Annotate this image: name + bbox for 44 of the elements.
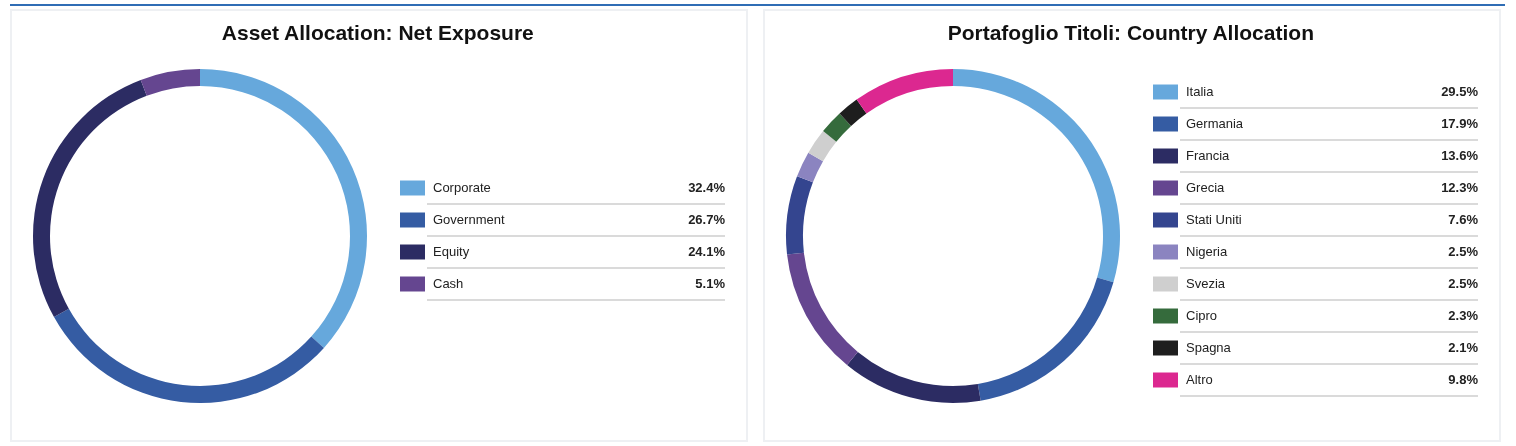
donut-slice [953,69,1120,283]
data-label: 2.3% [1448,308,1479,323]
data-label: 7.6% [1448,212,1479,227]
donut-slice [977,277,1114,401]
legend-label: Stati Uniti [1186,212,1242,227]
donut-slice [787,252,858,366]
donut-slice [54,308,324,403]
legend-label: Cipro [1186,308,1218,323]
legend-label: Italia [1186,84,1215,99]
data-label: 2.5% [1448,244,1479,259]
donut-slice [797,152,824,183]
donut-slice [33,79,147,318]
donut-slice [808,131,837,162]
donut-slice [786,176,813,255]
donut-slice [823,113,852,142]
data-label: 26.7% [688,212,726,227]
data-label: 5.1% [695,276,726,291]
legend-label: Germania [1186,116,1244,131]
donut-slice [839,99,867,126]
legend-label: Spagna [1186,340,1232,355]
donut-slice [856,69,953,114]
legend-label: Grecia [1186,180,1226,195]
chart-title: Portafoglio Titoli: Country Allocation [947,21,1314,44]
data-label: 12.3% [1441,180,1479,195]
legend-label: Cash [433,276,464,291]
legend-label: Government [433,212,505,227]
donut-slice [200,69,367,348]
legend-label: Equity [433,244,470,259]
chart-title: Asset Allocation: Net Exposure [221,21,534,44]
legend-label: Francia [1186,148,1231,163]
data-label: 24.1% [688,244,726,259]
donut-slice [140,69,200,96]
data-label: 13.6% [1441,148,1479,163]
legend-label: Corporate [433,180,491,195]
legend-label: Altro [1186,372,1213,387]
legend-label: Svezia [1186,276,1226,291]
data-label: 2.5% [1448,276,1479,291]
donut-slice [847,351,981,403]
data-label: 2.1% [1448,340,1479,355]
data-label: 32.4% [688,180,726,195]
data-label: 29.5% [1441,84,1479,99]
data-label: 17.9% [1441,116,1479,131]
legend-label: Nigeria [1186,244,1228,259]
data-label: 9.8% [1448,372,1479,387]
